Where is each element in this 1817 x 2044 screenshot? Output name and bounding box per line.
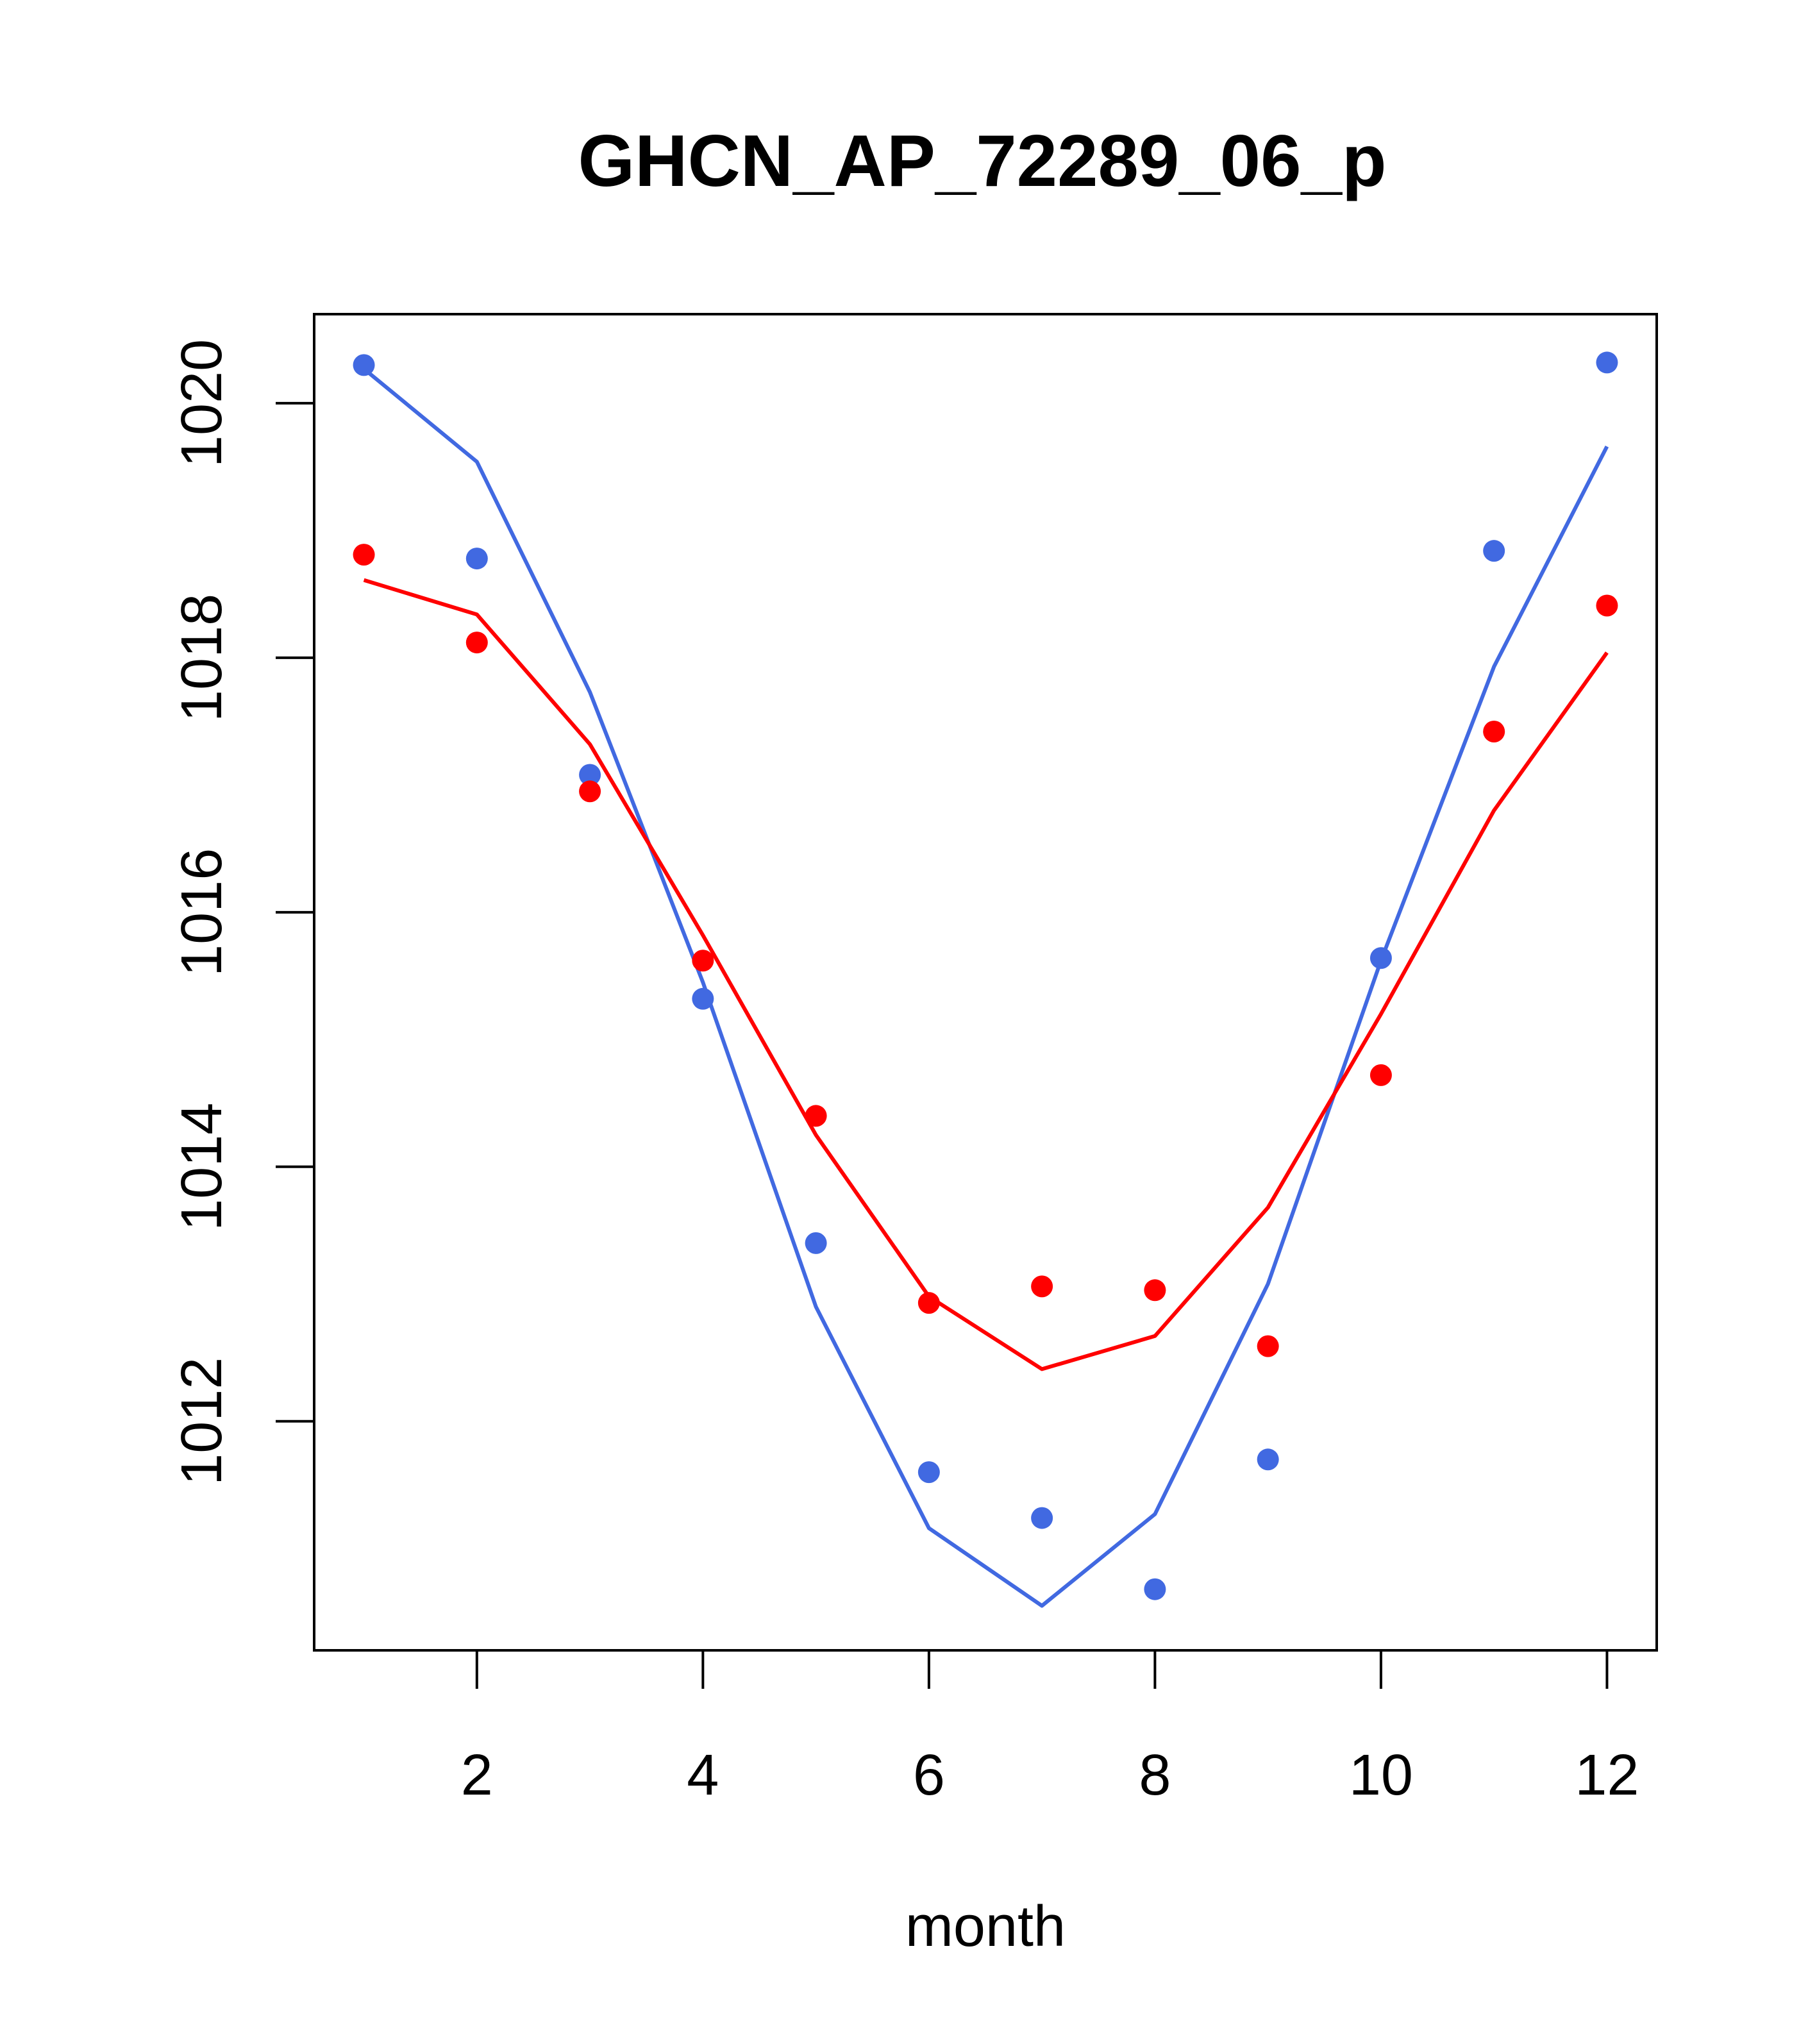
series-1-point <box>1257 1448 1279 1471</box>
series-1-point <box>465 548 488 570</box>
series-1-point <box>1596 351 1618 374</box>
series-2-point <box>1144 1279 1166 1302</box>
y-tick-label: 1018 <box>170 594 234 722</box>
x-tick-label: 6 <box>913 1743 945 1807</box>
series-1-point <box>917 1461 940 1484</box>
x-tick-label: 8 <box>1139 1743 1171 1807</box>
chart-title: GHCN_AP_72289_06_p <box>578 121 1386 202</box>
y-axis: 1012 1014 1016 1018 1020 <box>170 339 315 1486</box>
series-2-point <box>353 544 375 566</box>
series-1-point <box>579 764 601 786</box>
x-tick-label: 10 <box>1349 1743 1413 1807</box>
y-tick-label: 1014 <box>170 1103 234 1231</box>
series-1-point <box>1369 947 1392 969</box>
series-1-point <box>1483 540 1505 562</box>
y-tick-label: 1016 <box>170 848 234 976</box>
series-2-line <box>363 578 1609 1371</box>
series-2-point <box>917 1292 940 1314</box>
x-axis: 2 4 6 8 10 12 <box>461 1649 1639 1807</box>
series-2-point <box>692 950 714 972</box>
series-1-point <box>805 1232 827 1254</box>
series-2-point <box>1257 1335 1279 1357</box>
series-1-line <box>362 367 1609 1608</box>
series-1-point <box>353 354 375 376</box>
x-tick-label: 2 <box>461 1743 493 1807</box>
x-tick-label: 12 <box>1575 1743 1639 1807</box>
series-2-point <box>805 1105 827 1127</box>
plot-frame <box>313 313 1658 1652</box>
series-1-point <box>1144 1578 1166 1600</box>
series-2-point <box>1596 594 1618 617</box>
series-layer <box>353 351 1618 1608</box>
series-2-point <box>465 632 488 654</box>
series-2-point <box>1369 1064 1392 1086</box>
series-2-point <box>1483 721 1505 743</box>
x-tick-label: 4 <box>687 1743 719 1807</box>
series-2-point <box>579 780 601 803</box>
y-tick-label: 1012 <box>170 1357 234 1486</box>
x-axis-label: month <box>905 1895 1066 1959</box>
series-1-point <box>1031 1507 1053 1529</box>
series-1-point <box>692 987 714 1010</box>
y-tick-label: 1020 <box>170 339 234 467</box>
series-2-point <box>1031 1275 1053 1298</box>
